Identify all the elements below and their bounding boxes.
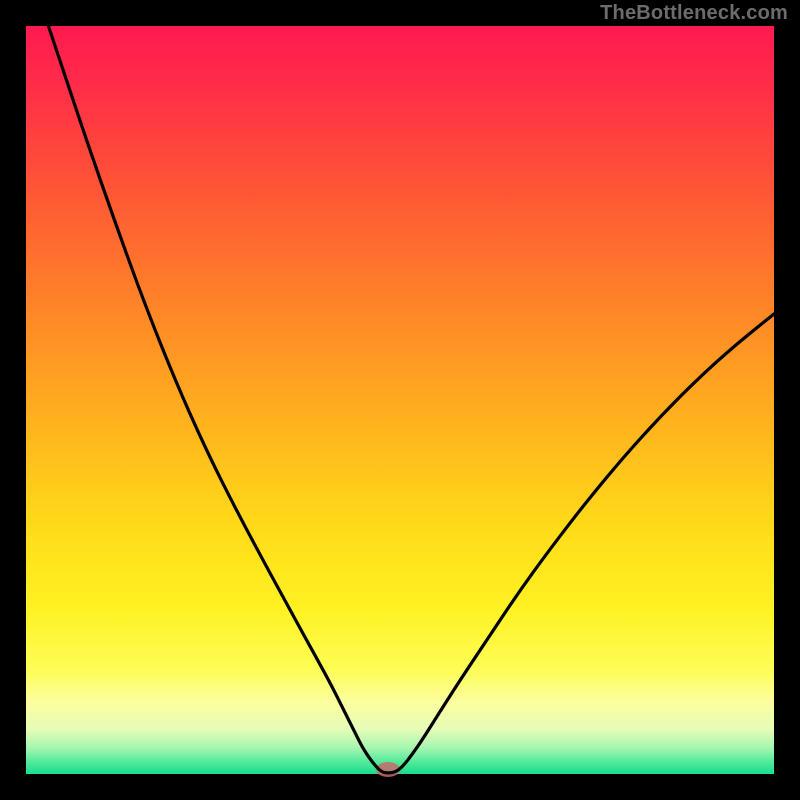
chart-svg (0, 0, 800, 800)
watermark-text: TheBottleneck.com (600, 2, 788, 25)
chart-stage: TheBottleneck.com (0, 0, 800, 800)
plot-background (26, 26, 774, 774)
